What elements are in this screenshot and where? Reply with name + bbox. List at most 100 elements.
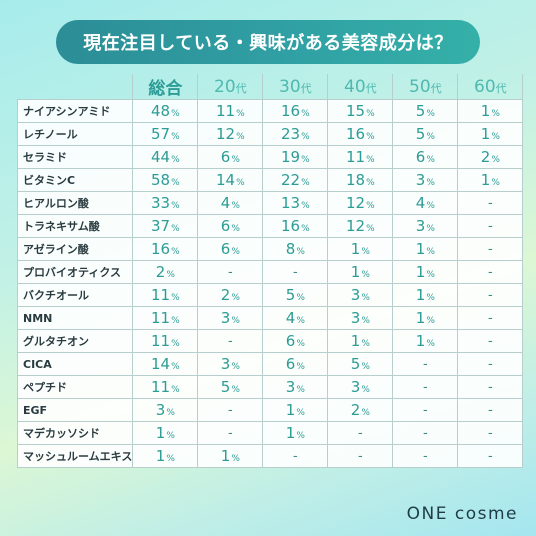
value-number: 11 xyxy=(346,148,366,166)
value-unit: % xyxy=(366,109,375,119)
value-cell: 1% xyxy=(262,398,329,422)
value-cell: 6% xyxy=(392,145,459,169)
value-cell: - xyxy=(327,444,394,468)
value-cell: - xyxy=(392,398,459,422)
value-number: 14 xyxy=(151,355,171,373)
value-number: 6 xyxy=(220,217,231,235)
value-cell: 1% xyxy=(327,260,394,284)
value-cell: 14% xyxy=(197,168,264,192)
value-cell: 5% xyxy=(197,375,264,399)
value-number: 11 xyxy=(151,332,171,350)
value-number: 13 xyxy=(281,194,301,212)
value-cell: 1% xyxy=(392,237,459,261)
value-cell: 6% xyxy=(197,214,264,238)
value-cell: 23% xyxy=(262,122,329,146)
value-unit: % xyxy=(166,454,175,464)
value-number: 37 xyxy=(151,217,171,235)
ingredient-label: ペプチド xyxy=(16,375,134,399)
value-cell: - xyxy=(262,444,329,468)
value-cell: - xyxy=(457,214,524,238)
value-cell: 11% xyxy=(132,329,199,353)
value-unit: % xyxy=(171,224,180,234)
column-header: 50代 xyxy=(392,74,459,100)
value-unit: % xyxy=(296,431,305,441)
ingredient-label: セラミド xyxy=(16,145,134,169)
value-unit: % xyxy=(171,155,180,165)
value-cell: 1% xyxy=(327,329,394,353)
ingredient-label: ヒアルロン酸 xyxy=(16,191,134,215)
table-row: ヒアルロン酸 33% 4% 13% 12% 4% - xyxy=(16,191,524,215)
value-cell: - xyxy=(197,421,264,445)
value-cell: 6% xyxy=(262,352,329,376)
value-number: 11 xyxy=(151,286,171,304)
table-body: ナイアシンアミド 48% 11% 16% 15% 5% 1% レチノール 57% 12% 23% 16… xyxy=(16,99,524,468)
column-header-label: 30 xyxy=(279,76,301,97)
table-row: マデカッソシド 1% -1% - - - xyxy=(16,421,524,445)
value-cell: 1% xyxy=(457,122,524,146)
value-cell: - xyxy=(457,398,524,422)
value-number: 6 xyxy=(220,148,231,166)
value-cell: 57% xyxy=(132,122,199,146)
value-cell: 3% xyxy=(197,352,264,376)
value-number: 11 xyxy=(216,102,236,120)
value-number: 3 xyxy=(415,171,426,189)
value-number: 22 xyxy=(281,171,301,189)
value-unit: % xyxy=(231,362,240,372)
ingredient-label: バクチオール xyxy=(16,283,134,307)
value-unit: % xyxy=(296,316,305,326)
column-header-label: 総合 xyxy=(148,79,183,99)
value-cell: 5% xyxy=(327,352,394,376)
value-cell: 11% xyxy=(132,375,199,399)
value-unit: % xyxy=(296,339,305,349)
value-cell: 18% xyxy=(327,168,394,192)
value-cell: - xyxy=(457,444,524,468)
value-unit: % xyxy=(361,316,370,326)
table-row: マッシュルームエキス 1% 1% - - - - xyxy=(16,444,524,468)
ingredient-label: ナイアシンアミド xyxy=(16,99,134,123)
column-header-suffix: 代 xyxy=(495,81,507,95)
table-row: レチノール 57% 12% 23% 16% 5% 1% xyxy=(16,122,524,146)
value-unit: % xyxy=(426,155,435,165)
value-number: 4 xyxy=(415,194,426,212)
value-number: 3 xyxy=(220,355,231,373)
value-cell: 1% xyxy=(392,260,459,284)
value-number: 16 xyxy=(281,217,301,235)
value-cell: 2% xyxy=(457,145,524,169)
value-number: 1 xyxy=(415,332,426,350)
value-cell: 2% xyxy=(327,398,394,422)
column-header: 60代 xyxy=(457,74,524,100)
column-header: 40代 xyxy=(327,74,394,100)
value-cell: 3% xyxy=(392,214,459,238)
value-unit: % xyxy=(171,109,180,119)
value-cell: - xyxy=(457,237,524,261)
value-cell: 16% xyxy=(262,214,329,238)
value-unit: % xyxy=(366,178,375,188)
table-row: セラミド 44% 6% 19% 11% 6% 2% xyxy=(16,145,524,169)
column-header-label: 60 xyxy=(474,76,496,97)
value-cell: 33% xyxy=(132,191,199,215)
value-number: 1 xyxy=(285,424,296,442)
value-number: 4 xyxy=(285,309,296,327)
value-number: 3 xyxy=(350,378,361,396)
value-number: 6 xyxy=(285,332,296,350)
value-unit: % xyxy=(426,316,435,326)
value-cell: - xyxy=(392,375,459,399)
value-unit: % xyxy=(231,247,240,257)
value-cell: 3% xyxy=(197,306,264,330)
value-unit: % xyxy=(301,109,310,119)
value-number: 2 xyxy=(155,263,166,281)
value-cell: - xyxy=(457,329,524,353)
value-number: 19 xyxy=(281,148,301,166)
value-number: 44 xyxy=(151,148,171,166)
value-cell: - xyxy=(457,191,524,215)
value-unit: % xyxy=(426,293,435,303)
value-cell: 8% xyxy=(262,237,329,261)
table-row: トラネキサム酸 37% 6% 16% 12% 3% - xyxy=(16,214,524,238)
column-header-suffix: 代 xyxy=(430,81,442,95)
value-cell: 1% xyxy=(457,99,524,123)
ingredient-label: NMN xyxy=(16,306,134,330)
value-cell: - xyxy=(457,375,524,399)
value-cell: 2% xyxy=(197,283,264,307)
title-banner: 現在注目している・興味がある美容成分は？ xyxy=(56,20,480,64)
value-unit: % xyxy=(231,316,240,326)
